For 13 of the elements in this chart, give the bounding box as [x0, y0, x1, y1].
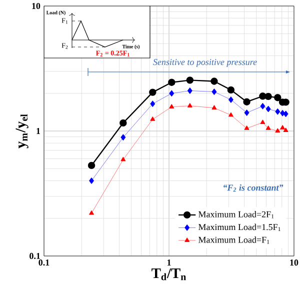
y-tick-label: 1: [36, 128, 40, 134]
legend-label: Maximum Load=F$_{1}$: [198, 236, 270, 244]
y-tick-label: 0.1: [30, 252, 40, 260]
x-tick-label: 10: [290, 260, 298, 266]
y-tick-label: 10: [32, 2, 40, 10]
annotation: Sensitive to positive pressure: [153, 59, 257, 67]
y-axis-title: y$_{m}$/y$_{el}$: [16, 114, 28, 148]
legend-label: Maximum Load=2F$_{1}$: [198, 211, 274, 218]
x-tick-label: 1: [167, 260, 171, 266]
annotation: “F$_{2}$ is constant”: [224, 184, 284, 192]
x-tick-label: 0.1: [38, 260, 50, 266]
legend-label: Maximum Load=1.5F$_{1}$: [198, 224, 280, 232]
x-axis-title: T$_{d}$/T$_{n}$: [152, 268, 186, 280]
